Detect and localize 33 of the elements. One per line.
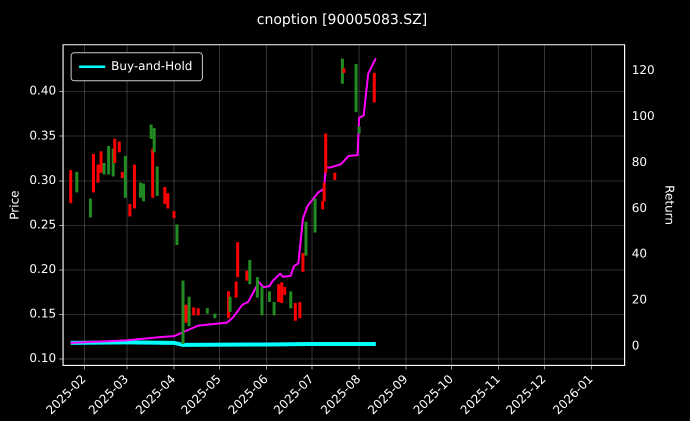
- y2-tick-label: 120: [632, 62, 655, 77]
- y2-tick-label: 0: [632, 338, 640, 353]
- candlestick: [301, 252, 304, 272]
- y2-tick-label: 40: [632, 246, 647, 261]
- y2-tick-label: 100: [632, 108, 655, 123]
- y-axis-title: Price: [7, 190, 22, 220]
- candlestick: [272, 302, 276, 316]
- y2-tick-label: 20: [632, 292, 647, 307]
- candlestick: [289, 290, 292, 309]
- y-tick-label: 0.35: [29, 128, 56, 142]
- candlestick: [163, 186, 166, 204]
- y2-tick-label: 80: [632, 154, 647, 169]
- y2-axis-title: Return: [662, 185, 677, 225]
- y-tick-label: 0.40: [29, 84, 56, 98]
- candlestick: [298, 302, 302, 319]
- y-tick-label: 0.20: [29, 262, 56, 276]
- candlestick: [277, 284, 280, 303]
- candlestick: [175, 224, 178, 245]
- y-tick-label: 0.25: [29, 217, 56, 232]
- candlestick: [234, 281, 238, 298]
- y-tick-label: 0.10: [29, 351, 56, 366]
- candlestick: [139, 182, 142, 198]
- chart-title: cnoption [90005083.SZ]: [256, 12, 428, 28]
- candlestick: [228, 296, 232, 312]
- candlestick: [75, 171, 78, 193]
- y-tick-label: 0.15: [29, 306, 56, 321]
- y2-tick-label: 60: [632, 200, 647, 215]
- candlestick: [88, 198, 92, 218]
- y-tick-label: 0.30: [29, 172, 56, 187]
- legend-label: Buy-and-Hold: [111, 58, 192, 73]
- candlestick: [184, 304, 188, 324]
- candlestick: [142, 182, 146, 202]
- candlestick: [280, 282, 284, 304]
